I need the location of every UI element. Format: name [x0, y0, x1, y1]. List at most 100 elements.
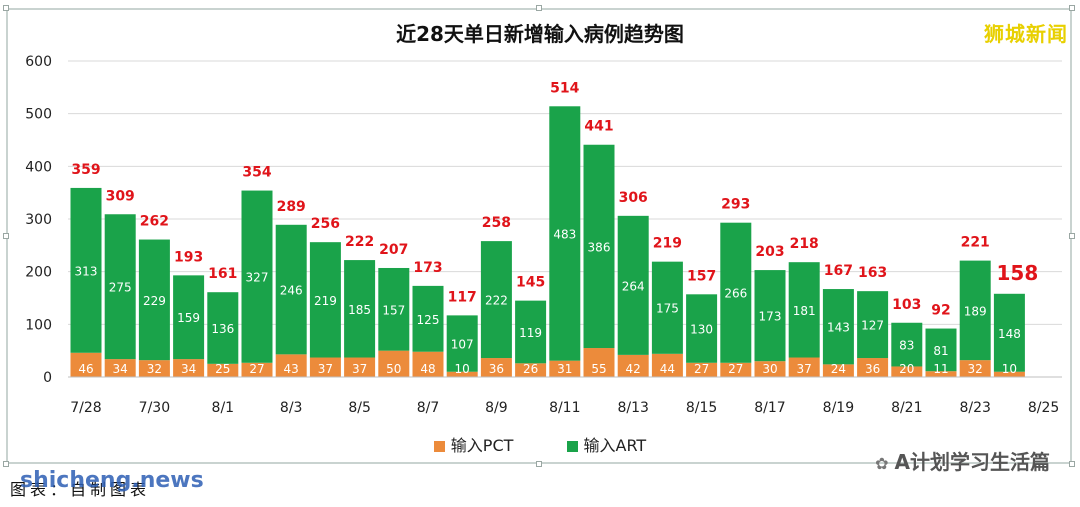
data-label-art: 157	[382, 303, 405, 317]
bar-segment-art	[651, 261, 683, 354]
data-label-pct: 37	[318, 362, 333, 376]
resize-handle-bottom-right[interactable]	[1069, 461, 1075, 467]
data-label-total: 514	[550, 80, 579, 96]
x-tick-label: 8/23	[959, 400, 990, 416]
bar-segment-art	[515, 300, 547, 364]
data-label-art: 266	[724, 287, 747, 301]
data-label-art: 119	[519, 326, 542, 340]
bar-segment-pct	[583, 348, 615, 377]
resize-handle-left[interactable]	[3, 233, 9, 239]
bar-segment-art	[446, 315, 478, 372]
bar-segment-pct	[617, 354, 649, 377]
data-label-art: 136	[211, 322, 234, 336]
data-label-art: 386	[588, 240, 611, 254]
data-label-pct: 44	[660, 362, 675, 376]
data-label-pct: 24	[831, 362, 846, 376]
x-tick-label: 8/19	[823, 400, 854, 416]
watermark: shicheng.news	[20, 468, 204, 493]
data-label-total: 258	[482, 215, 511, 231]
data-label-total: 92	[931, 303, 950, 319]
resize-handle-right[interactable]	[1069, 233, 1075, 239]
data-label-pct: 37	[797, 362, 812, 376]
bar-segment-art	[241, 190, 273, 363]
bar-segment-pct	[993, 371, 1025, 377]
resize-handle-bottom[interactable]	[536, 461, 542, 467]
chart-plot: 0 100 200 300 400 500 600 46 313 359 34 275 309 32 229…	[25, 54, 1062, 416]
bar-segment-art	[993, 293, 1025, 372]
data-label-total: 219	[653, 236, 682, 252]
data-label-total: 359	[71, 162, 100, 178]
y-tick-label: 400	[25, 159, 52, 175]
data-label-total: 221	[961, 235, 990, 251]
legend-item-art: 输入ART	[566, 432, 647, 456]
bar-segment-art	[686, 294, 718, 363]
x-tick-label: 8/15	[686, 400, 717, 416]
bar-segment-art	[891, 322, 923, 367]
data-label-art: 107	[451, 338, 474, 352]
resize-handle-top-left[interactable]	[3, 5, 9, 11]
data-label-total: 193	[174, 249, 203, 265]
data-label-total: 306	[619, 190, 648, 206]
y-tick-label: 0	[43, 370, 52, 386]
data-label-total: 158	[997, 261, 1039, 285]
data-label-pct: 27	[728, 362, 743, 376]
bar-segment-art	[138, 239, 170, 361]
bar-segment-pct	[515, 363, 547, 377]
data-label-art: 246	[280, 284, 303, 298]
data-label-art: 275	[109, 281, 132, 295]
data-label-art: 229	[143, 294, 166, 308]
data-label-total: 441	[584, 119, 613, 135]
bar-segment-pct	[70, 352, 102, 377]
data-label-pct: 10	[1002, 362, 1017, 376]
data-label-art: 219	[314, 294, 337, 308]
bar-segment-art	[344, 260, 376, 358]
data-label-total: 309	[106, 188, 135, 204]
data-label-total: 262	[140, 214, 169, 230]
data-label-total: 163	[858, 265, 887, 281]
data-label-art: 159	[177, 311, 200, 325]
x-tick-label: 8/1	[212, 400, 235, 416]
bar-segment-art	[412, 285, 444, 352]
data-label-pct: 36	[865, 362, 880, 376]
data-label-art: 313	[75, 264, 98, 278]
data-label-art: 130	[690, 323, 713, 337]
data-label-pct: 32	[968, 362, 983, 376]
x-tick-label: 8/13	[617, 400, 648, 416]
x-tick-label: 8/5	[348, 400, 371, 416]
data-label-art: 81	[933, 344, 948, 358]
resize-handle-top[interactable]	[536, 5, 542, 11]
brand-logo-text: 狮城新闻	[984, 22, 1068, 46]
data-label-total: 293	[721, 197, 750, 213]
bar-segment-art	[173, 275, 205, 360]
bar-segment-pct	[344, 357, 376, 377]
wechat-icon: ✿	[875, 454, 889, 473]
chart-legend: 输入PCT 输入ART	[0, 432, 1080, 456]
chart-title: 近28天单日新增输入病例趋势图	[396, 22, 684, 46]
data-label-pct: 34	[113, 362, 128, 376]
legend-label-art: 输入ART	[583, 436, 647, 455]
bar-segment-pct	[138, 360, 170, 377]
resize-handle-bottom-left[interactable]	[3, 461, 9, 467]
x-tick-label: 8/21	[891, 400, 922, 416]
data-label-total: 354	[242, 165, 271, 181]
bar-segment-pct	[241, 362, 273, 377]
bar-segment-pct	[549, 360, 581, 377]
bar-segment-pct	[788, 357, 820, 377]
x-tick-label: 7/28	[70, 400, 101, 416]
data-label-art: 127	[861, 319, 884, 333]
bar-segment-art	[788, 262, 820, 358]
figure-caption: 图表：自制图表	[10, 480, 151, 499]
data-label-art: 125	[417, 313, 440, 327]
x-tick-label: 7/30	[139, 400, 170, 416]
data-label-total: 145	[516, 275, 545, 291]
data-label-total: 207	[379, 242, 408, 258]
x-tick-label: 8/17	[754, 400, 785, 416]
data-label-art: 185	[348, 303, 371, 317]
resize-handle-top-right[interactable]	[1069, 5, 1075, 11]
data-label-art: 181	[793, 304, 816, 318]
bar-segment-pct	[857, 358, 889, 377]
bar-segment-art	[480, 241, 512, 359]
x-tick-label: 8/7	[417, 400, 440, 416]
bar-segment-art	[959, 260, 991, 361]
data-label-pct: 10	[455, 362, 470, 376]
